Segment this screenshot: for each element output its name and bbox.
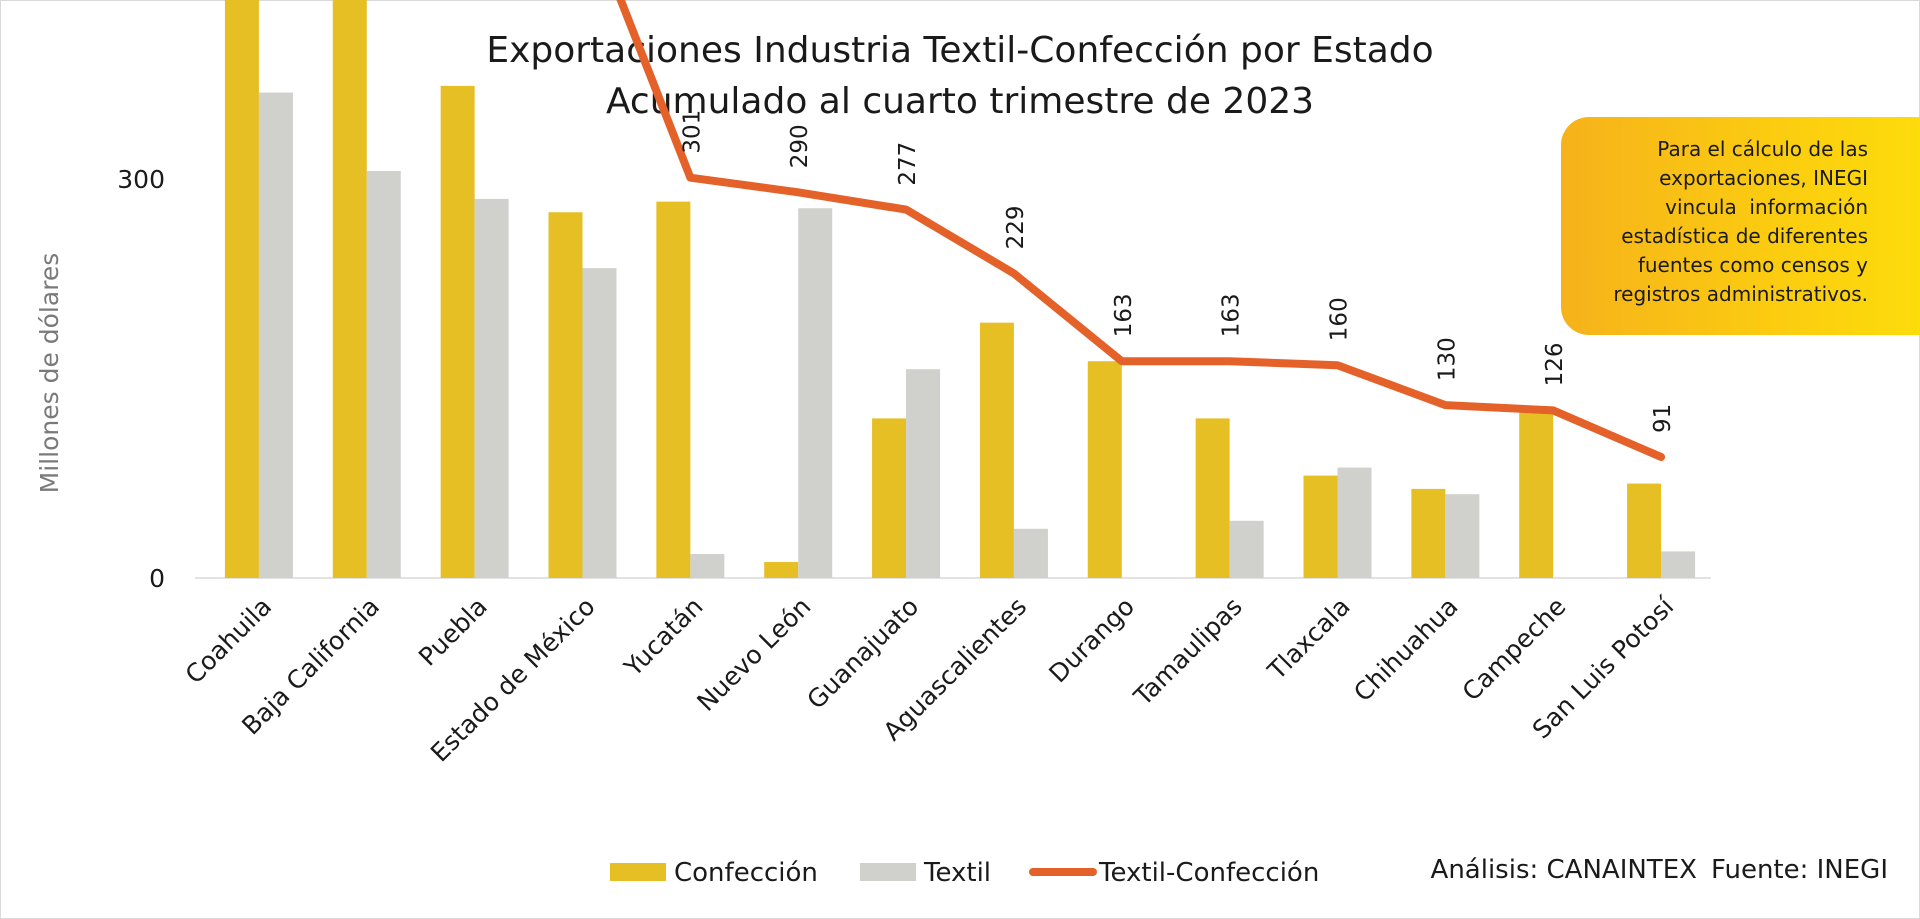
x-tick-label: Durango xyxy=(1043,592,1140,689)
data-label-total: 301 xyxy=(679,110,705,154)
bar-textil xyxy=(258,92,293,579)
legend-swatch-textil xyxy=(860,863,916,881)
data-label-total: 163 xyxy=(1111,293,1137,337)
legend-swatch-confeccion xyxy=(610,863,666,881)
bar-textil xyxy=(690,554,725,578)
bar-confeccion xyxy=(656,201,691,579)
bar-textil xyxy=(366,171,401,578)
data-label-total: 290 xyxy=(787,124,813,168)
x-tick-label: Coahuila xyxy=(180,592,278,690)
note-line: fuentes como censos y xyxy=(1637,253,1868,277)
x-tick-label: Chihuahua xyxy=(1348,592,1463,707)
bar-textil xyxy=(1229,520,1264,578)
data-label-total: 277 xyxy=(895,142,921,186)
bar-textil xyxy=(1337,467,1372,578)
y-tick-label: 0 xyxy=(149,564,165,593)
bar-confeccion xyxy=(764,562,799,578)
x-tick-label: Campeche xyxy=(1457,592,1572,707)
data-label-total: 91 xyxy=(1650,404,1676,433)
bar-textil xyxy=(1013,528,1048,578)
source-credit: Análisis: CANAINTEX Fuente: INEGI xyxy=(1431,855,1888,885)
bar-textil xyxy=(1445,494,1480,578)
x-tick-label: Nuevo León xyxy=(691,592,816,717)
bar-confeccion xyxy=(332,0,367,579)
bar-textil xyxy=(474,198,509,578)
bar-confeccion xyxy=(1195,418,1230,578)
legend-label-textil: Textil xyxy=(923,858,991,888)
total-line-layer: 9258366555083012902772291631631601301269… xyxy=(616,0,1676,461)
methodology-note-text: Para el cálculo de las exportaciones, IN… xyxy=(1568,135,1868,309)
legend-label-textil-confeccion: Textil-Confección xyxy=(1098,858,1319,888)
bar-textil xyxy=(1661,551,1696,578)
bar-confeccion xyxy=(1087,361,1122,578)
y-axis-label: Millones de dólares xyxy=(35,253,64,494)
note-line: vincula información xyxy=(1665,195,1868,219)
x-tick-label: Tlaxcala xyxy=(1262,592,1356,686)
note-line: registros administrativos. xyxy=(1613,282,1868,306)
data-label-total: 229 xyxy=(1003,206,1029,250)
note-line: exportaciones, INEGI xyxy=(1659,166,1868,190)
note-line: Para el cálculo de las xyxy=(1657,137,1868,161)
source-label: Fuente: INEGI xyxy=(1710,855,1888,885)
bar-confeccion xyxy=(1627,483,1662,578)
bar-confeccion xyxy=(1411,488,1446,578)
bar-confeccion xyxy=(1303,475,1338,578)
bar-textil xyxy=(582,268,617,578)
x-tick-label: Puebla xyxy=(413,592,493,672)
data-label-total: 126 xyxy=(1542,343,1568,387)
legend: Confección Textil Textil-Confección xyxy=(610,858,1319,888)
bar-textil xyxy=(906,369,941,578)
legend-label-confeccion: Confección xyxy=(674,858,818,888)
bar-textil xyxy=(798,208,833,578)
data-label-total: 163 xyxy=(1219,293,1245,337)
data-label-total: 130 xyxy=(1434,337,1460,381)
bar-confeccion xyxy=(1519,410,1554,578)
bar-confeccion xyxy=(548,212,583,578)
bars-layer xyxy=(224,0,1696,579)
chart-title: Exportaciones Industria Textil-Confecció… xyxy=(486,30,1433,71)
bar-confeccion xyxy=(872,418,907,578)
x-tick-label: Yucatán xyxy=(618,592,709,683)
bar-confeccion xyxy=(440,85,475,579)
chart-subtitle: Acumulado al cuarto trimestre de 2023 xyxy=(606,81,1314,122)
analysis-credit: Análisis: CANAINTEX xyxy=(1430,855,1697,885)
line-textil-confeccion xyxy=(616,0,1666,461)
bar-confeccion xyxy=(979,322,1014,578)
x-tick-label: Tamaulipas xyxy=(1128,592,1248,712)
bar-confeccion xyxy=(224,0,259,578)
note-line: estadística de diferentes xyxy=(1621,224,1868,248)
methodology-note: Para el cálculo de las exportaciones, IN… xyxy=(1561,117,1920,335)
data-label-total: 160 xyxy=(1327,297,1353,341)
y-tick-label: 300 xyxy=(117,165,165,194)
